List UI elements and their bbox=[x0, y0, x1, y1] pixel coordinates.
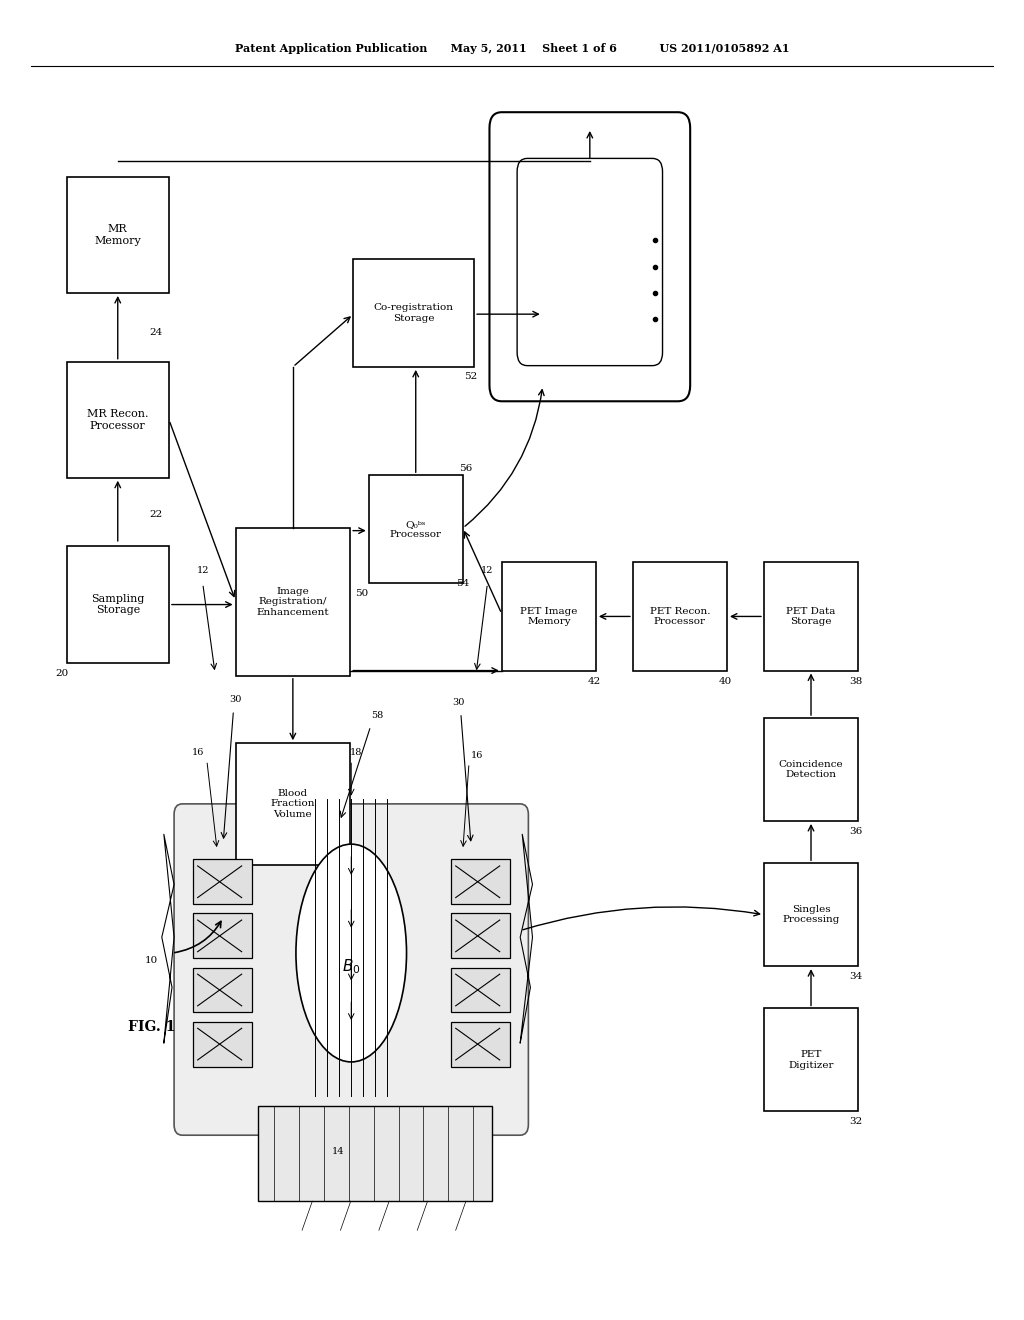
FancyBboxPatch shape bbox=[633, 562, 727, 671]
Text: 16: 16 bbox=[471, 751, 483, 759]
Text: Coincidence
Detection: Coincidence Detection bbox=[778, 760, 844, 779]
Text: 24: 24 bbox=[150, 329, 162, 337]
FancyBboxPatch shape bbox=[517, 158, 663, 366]
Text: Patent Application Publication      May 5, 2011    Sheet 1 of 6           US 201: Patent Application Publication May 5, 20… bbox=[234, 44, 790, 54]
Text: 18: 18 bbox=[350, 748, 362, 756]
FancyBboxPatch shape bbox=[353, 259, 474, 367]
FancyBboxPatch shape bbox=[174, 804, 528, 1135]
FancyBboxPatch shape bbox=[193, 913, 252, 958]
FancyBboxPatch shape bbox=[193, 968, 252, 1012]
Ellipse shape bbox=[296, 845, 407, 1061]
FancyBboxPatch shape bbox=[451, 968, 510, 1012]
Text: 52: 52 bbox=[465, 372, 477, 380]
Text: 32: 32 bbox=[850, 1118, 862, 1126]
Text: 10: 10 bbox=[145, 957, 158, 965]
FancyBboxPatch shape bbox=[236, 528, 350, 676]
FancyBboxPatch shape bbox=[258, 1106, 492, 1201]
Text: Singles
Processing: Singles Processing bbox=[782, 906, 840, 924]
Text: 30: 30 bbox=[229, 696, 242, 704]
Text: 12: 12 bbox=[197, 566, 209, 574]
Text: $B_0$: $B_0$ bbox=[342, 957, 360, 975]
Text: 58: 58 bbox=[371, 711, 383, 719]
Text: 56: 56 bbox=[460, 465, 472, 473]
Text: PET
Digitizer: PET Digitizer bbox=[788, 1051, 834, 1069]
FancyBboxPatch shape bbox=[451, 1022, 510, 1067]
Text: 14: 14 bbox=[332, 1147, 344, 1155]
Text: FIG. 1: FIG. 1 bbox=[128, 1020, 175, 1034]
Text: 16: 16 bbox=[191, 748, 204, 756]
Text: 36: 36 bbox=[850, 828, 862, 836]
Text: 40: 40 bbox=[719, 677, 731, 685]
Text: 42: 42 bbox=[588, 677, 600, 685]
Text: PET Recon.
Processor: PET Recon. Processor bbox=[649, 607, 711, 626]
Text: 34: 34 bbox=[850, 973, 862, 981]
Text: 38: 38 bbox=[850, 677, 862, 685]
Text: 50: 50 bbox=[355, 590, 368, 598]
FancyBboxPatch shape bbox=[489, 112, 690, 401]
FancyBboxPatch shape bbox=[764, 863, 858, 966]
Text: Image
Registration/
Enhancement: Image Registration/ Enhancement bbox=[257, 587, 329, 616]
FancyBboxPatch shape bbox=[502, 562, 596, 671]
FancyBboxPatch shape bbox=[764, 718, 858, 821]
FancyBboxPatch shape bbox=[193, 1022, 252, 1067]
FancyBboxPatch shape bbox=[451, 913, 510, 958]
FancyBboxPatch shape bbox=[764, 1008, 858, 1111]
FancyBboxPatch shape bbox=[451, 859, 510, 904]
FancyBboxPatch shape bbox=[67, 362, 169, 478]
Text: 20: 20 bbox=[55, 669, 68, 677]
FancyBboxPatch shape bbox=[67, 177, 169, 293]
Text: Q₀ᵇˢ
Processor: Q₀ᵇˢ Processor bbox=[390, 520, 441, 539]
FancyBboxPatch shape bbox=[369, 475, 463, 583]
Text: 30: 30 bbox=[453, 698, 465, 706]
Text: PET Data
Storage: PET Data Storage bbox=[786, 607, 836, 626]
Text: MR
Memory: MR Memory bbox=[94, 224, 141, 246]
FancyBboxPatch shape bbox=[764, 562, 858, 671]
FancyBboxPatch shape bbox=[193, 859, 252, 904]
Text: Co-registration
Storage: Co-registration Storage bbox=[374, 304, 454, 322]
Text: Blood
Fraction
Volume: Blood Fraction Volume bbox=[270, 789, 315, 818]
Text: 12: 12 bbox=[481, 566, 494, 574]
Text: MR Recon.
Processor: MR Recon. Processor bbox=[87, 409, 148, 430]
Text: 54: 54 bbox=[457, 579, 469, 587]
Text: 22: 22 bbox=[150, 511, 162, 519]
FancyBboxPatch shape bbox=[236, 743, 350, 865]
Text: PET Image
Memory: PET Image Memory bbox=[520, 607, 578, 626]
FancyBboxPatch shape bbox=[67, 546, 169, 663]
Text: Sampling
Storage: Sampling Storage bbox=[91, 594, 144, 615]
